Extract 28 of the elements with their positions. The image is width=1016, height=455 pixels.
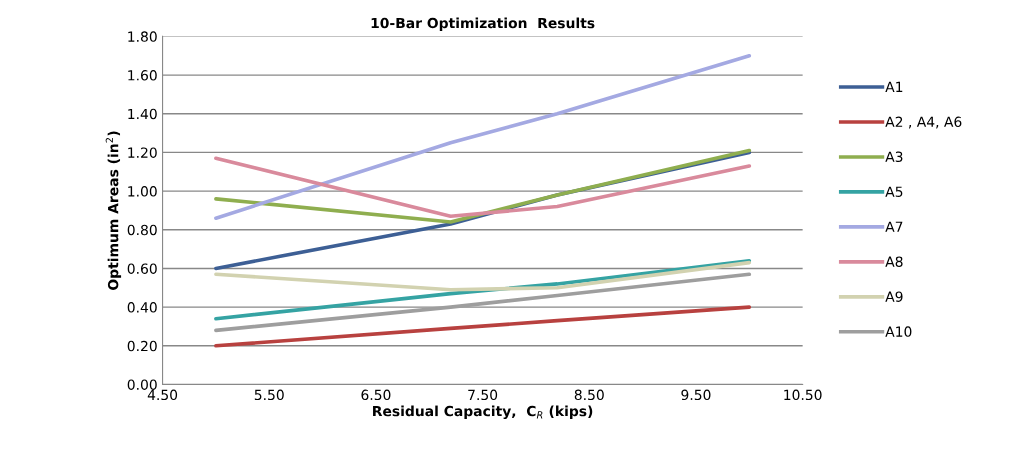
legend-label: A1	[885, 81, 903, 92]
legend-label: A9	[885, 291, 903, 302]
legend-label: A10	[885, 326, 912, 337]
y-tick-label: 0.00	[127, 379, 157, 390]
x-tick-label: 10.50	[784, 389, 822, 401]
x-tick-label: 6.50	[361, 389, 391, 401]
y-tick-label: 1.60	[128, 70, 157, 81]
legend-label: A3	[885, 151, 903, 163]
y-tick-label: 0.80	[127, 224, 157, 236]
x-axis-title: Residual Capacity, C$_{R}$ (kips)	[373, 405, 593, 420]
y-tick-label: 1.00	[128, 186, 157, 197]
chart-title: 10-Bar Optimization Results	[371, 17, 595, 31]
legend-label: A8	[885, 256, 903, 267]
legend-label: A7	[885, 221, 903, 232]
x-tick-label: 8.50	[574, 389, 604, 401]
legend-label: A2 , A4, A6	[885, 116, 962, 129]
x-tick-label: 4.50	[147, 389, 178, 401]
y-tick-label: 1.20	[128, 147, 157, 158]
x-tick-label: 9.50	[681, 389, 711, 401]
y-tick-label: 1.80	[128, 31, 157, 42]
y-tick-label: 1.40	[128, 108, 157, 120]
x-tick-label: 5.50	[254, 389, 284, 401]
y-tick-label: 0.40	[127, 302, 157, 313]
legend-label: A5	[885, 186, 903, 197]
x-tick-label: 7.50	[468, 389, 498, 401]
y-tick-label: 0.20	[127, 340, 157, 352]
y-axis-title: Optimum Areas (in$^{2}$)	[105, 131, 122, 290]
y-tick-label: 0.60	[127, 263, 157, 274]
